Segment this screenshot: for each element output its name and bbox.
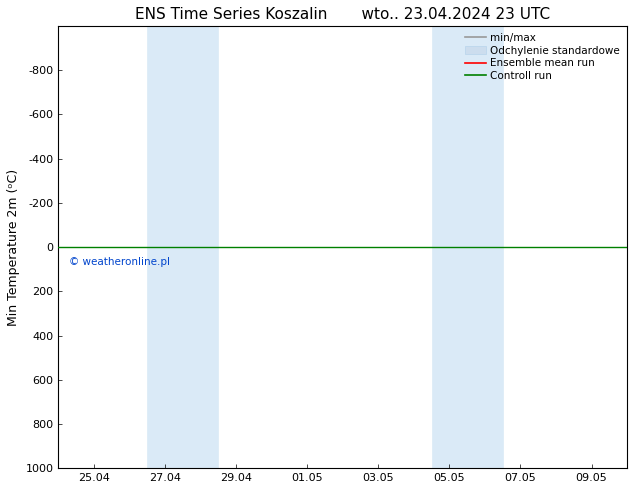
Title: ENS Time Series Koszalin       wto.. 23.04.2024 23 UTC: ENS Time Series Koszalin wto.. 23.04.202… [135, 7, 550, 22]
Legend: min/max, Odchylenie standardowe, Ensemble mean run, Controll run: min/max, Odchylenie standardowe, Ensembl… [463, 31, 622, 83]
Text: © weatheronline.pl: © weatheronline.pl [69, 257, 170, 267]
Y-axis label: Min Temperature 2m (ᵒC): Min Temperature 2m (ᵒC) [7, 169, 20, 325]
Bar [147, 26, 218, 468]
Bar [432, 26, 503, 468]
